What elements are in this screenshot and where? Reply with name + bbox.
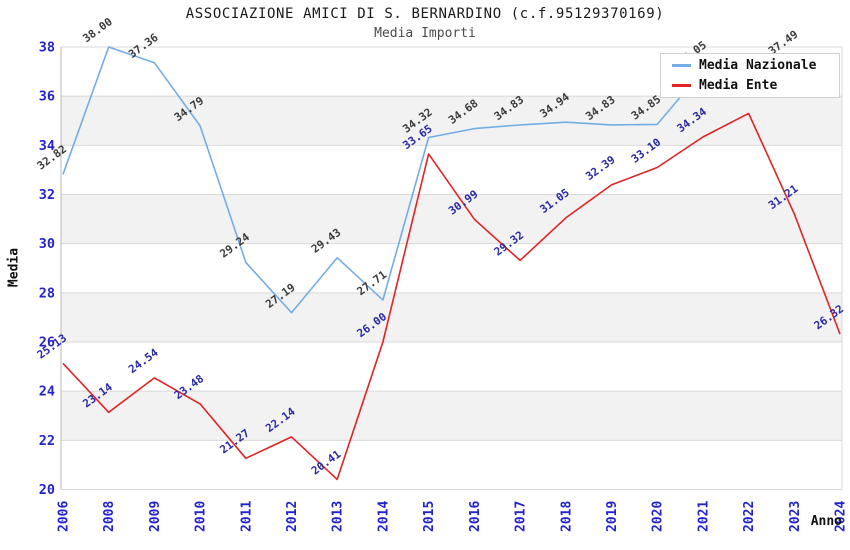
x-tick-label: 2008 [102, 501, 117, 532]
media-ente-line-swatch [672, 83, 691, 87]
x-tick-label: 2011 [239, 501, 254, 532]
x-tick-label: 2012 [285, 501, 300, 532]
x-axis-title: Anno [810, 514, 842, 529]
grid-band [61, 96, 842, 146]
grid-band [61, 292, 842, 342]
x-tick-label: 2018 [559, 501, 574, 532]
x-tick-label: 2015 [422, 501, 437, 532]
media-nazionale-line-swatch [672, 64, 691, 68]
y-tick-label: 30 [39, 236, 55, 252]
data-label: 32.39 [583, 153, 617, 183]
y-tick-label: 34 [39, 138, 55, 154]
y-tick-label: 36 [39, 89, 55, 105]
y-tick-label: 28 [39, 285, 55, 301]
x-tick-label: 2020 [651, 501, 666, 532]
y-tick-label: 22 [39, 433, 55, 449]
y-tick-label: 38 [39, 40, 55, 56]
x-tick-label: 2016 [468, 501, 483, 532]
legend-label-media-nazionale: Media Nazionale [699, 58, 817, 74]
legend-label-media-ente: Media Ente [699, 77, 778, 93]
series-line-media-nazionale [62, 46, 795, 314]
legend-item-media-ente: Media Ente [672, 78, 839, 93]
grid-band [61, 194, 842, 244]
y-tick-label: 24 [39, 384, 55, 400]
data-label: 24.54 [126, 346, 161, 376]
y-tick-label: 26 [39, 335, 55, 351]
x-tick-label: 2024 [834, 501, 849, 532]
data-label: 38.00 [80, 15, 114, 45]
x-tick-label: 2010 [194, 501, 209, 532]
x-tick-label: 2009 [148, 501, 163, 532]
y-tick-label: 32 [39, 187, 55, 203]
legend: Media Nazionale Media Ente [660, 53, 840, 98]
data-label: 37.36 [126, 31, 161, 61]
x-tick-label: 2022 [742, 501, 757, 532]
legend-item-media-nazionale: Media Nazionale [672, 58, 839, 73]
y-axis-title: Media [6, 247, 22, 288]
x-tick-label: 2019 [605, 501, 620, 532]
x-tick-label: 2017 [514, 501, 529, 532]
series-line-media-ente [62, 112, 841, 481]
chart-title: ASSOCIAZIONE AMICI DI S. BERNARDINO (c.f… [185, 6, 665, 22]
y-tick-label: 20 [39, 482, 55, 498]
x-tick-label: 2014 [376, 501, 391, 532]
x-tick-label: 2021 [696, 501, 711, 532]
chart-subtitle: Media Importi [374, 26, 476, 41]
x-tick-label: 2006 [57, 501, 72, 532]
x-tick-label: 2023 [788, 501, 803, 532]
x-tick-label: 2013 [331, 501, 346, 532]
